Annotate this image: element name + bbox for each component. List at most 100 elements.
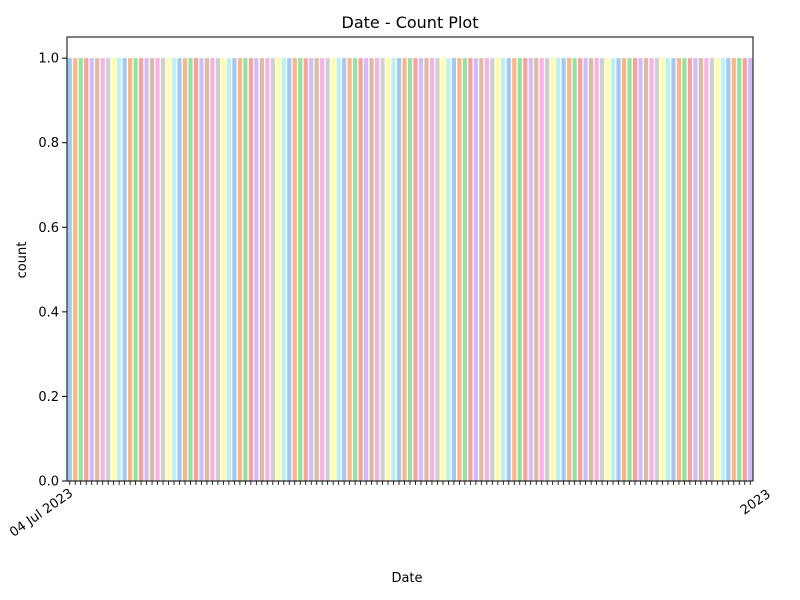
bar	[331, 58, 336, 481]
bar	[709, 58, 714, 481]
bar	[660, 58, 665, 481]
bar	[391, 58, 396, 481]
bar	[144, 58, 149, 481]
bar	[676, 58, 681, 481]
bar	[720, 58, 725, 481]
bar	[292, 58, 297, 481]
bar	[693, 58, 698, 481]
bar	[309, 58, 314, 481]
bar	[731, 58, 736, 481]
bar	[128, 58, 133, 481]
bar	[468, 58, 473, 481]
bar	[484, 58, 489, 481]
bar	[517, 58, 522, 481]
bar	[106, 58, 111, 481]
bar	[78, 58, 83, 481]
bar	[495, 58, 500, 481]
bar	[243, 58, 248, 481]
bar	[523, 58, 528, 481]
bar	[462, 58, 467, 481]
bar	[528, 58, 533, 481]
y-tick-label: 0.6	[38, 221, 59, 236]
bar	[160, 58, 166, 481]
bar	[281, 58, 286, 481]
bar	[270, 58, 275, 481]
bar	[276, 58, 281, 481]
bar	[539, 58, 544, 481]
bar	[687, 58, 692, 481]
bar	[155, 58, 160, 481]
bar	[440, 58, 446, 481]
bar	[139, 58, 144, 481]
y-tick-label: 0.8	[38, 136, 59, 151]
bar	[287, 58, 292, 481]
bar	[556, 58, 561, 481]
bar	[429, 58, 435, 481]
y-tick-label: 0.2	[38, 390, 59, 405]
bar	[369, 58, 374, 481]
bar	[589, 58, 594, 481]
y-tick-label: 0.4	[38, 305, 59, 320]
bar	[698, 58, 703, 481]
bar	[221, 58, 226, 481]
bar	[188, 58, 193, 481]
bar	[561, 58, 566, 481]
bar	[616, 58, 621, 481]
bar	[605, 58, 610, 481]
chart-title: Date - Count Plot	[342, 13, 479, 32]
x-tick-label-last: 2023	[738, 487, 774, 518]
bar	[402, 58, 407, 481]
bars-group	[67, 58, 753, 481]
bar	[490, 58, 495, 481]
bar	[226, 58, 231, 481]
y-tick-label: 1.0	[38, 52, 59, 67]
bar	[627, 58, 632, 481]
bar	[621, 58, 627, 481]
bar	[578, 58, 583, 481]
x-axis: 04 Jul 2023 2023	[7, 481, 774, 540]
bar	[193, 58, 199, 481]
bar	[204, 58, 210, 481]
bar	[353, 58, 358, 481]
x-tick-label-first: 04 Jul 2023	[7, 486, 76, 540]
bar	[210, 58, 215, 481]
bar	[748, 58, 753, 481]
bar	[117, 58, 122, 481]
bar	[232, 58, 237, 481]
bar	[424, 58, 429, 481]
bar	[512, 58, 517, 481]
bar	[166, 58, 171, 481]
bar	[501, 58, 506, 481]
bar	[396, 58, 402, 481]
bar	[133, 58, 138, 481]
bar	[479, 58, 484, 481]
bar	[122, 58, 127, 481]
bar	[473, 58, 478, 481]
bar	[385, 58, 391, 481]
bar	[649, 58, 654, 481]
bar	[358, 58, 363, 481]
bar	[451, 58, 456, 481]
bar	[457, 58, 462, 481]
bar	[418, 58, 424, 481]
bar	[374, 58, 380, 481]
bar	[248, 58, 253, 481]
bar	[506, 58, 511, 481]
y-tick-label: 0.0	[38, 475, 59, 490]
bar	[314, 58, 319, 481]
bar	[550, 58, 555, 481]
bar	[73, 58, 78, 481]
bar	[643, 58, 649, 481]
bar	[265, 58, 270, 481]
bar	[100, 58, 105, 481]
y-axis-label: count	[15, 242, 30, 279]
bar	[215, 58, 220, 481]
bar	[67, 58, 72, 481]
bar	[325, 58, 330, 481]
bar	[594, 58, 599, 481]
bar	[583, 58, 588, 481]
bar	[342, 58, 347, 481]
bar	[237, 58, 242, 481]
